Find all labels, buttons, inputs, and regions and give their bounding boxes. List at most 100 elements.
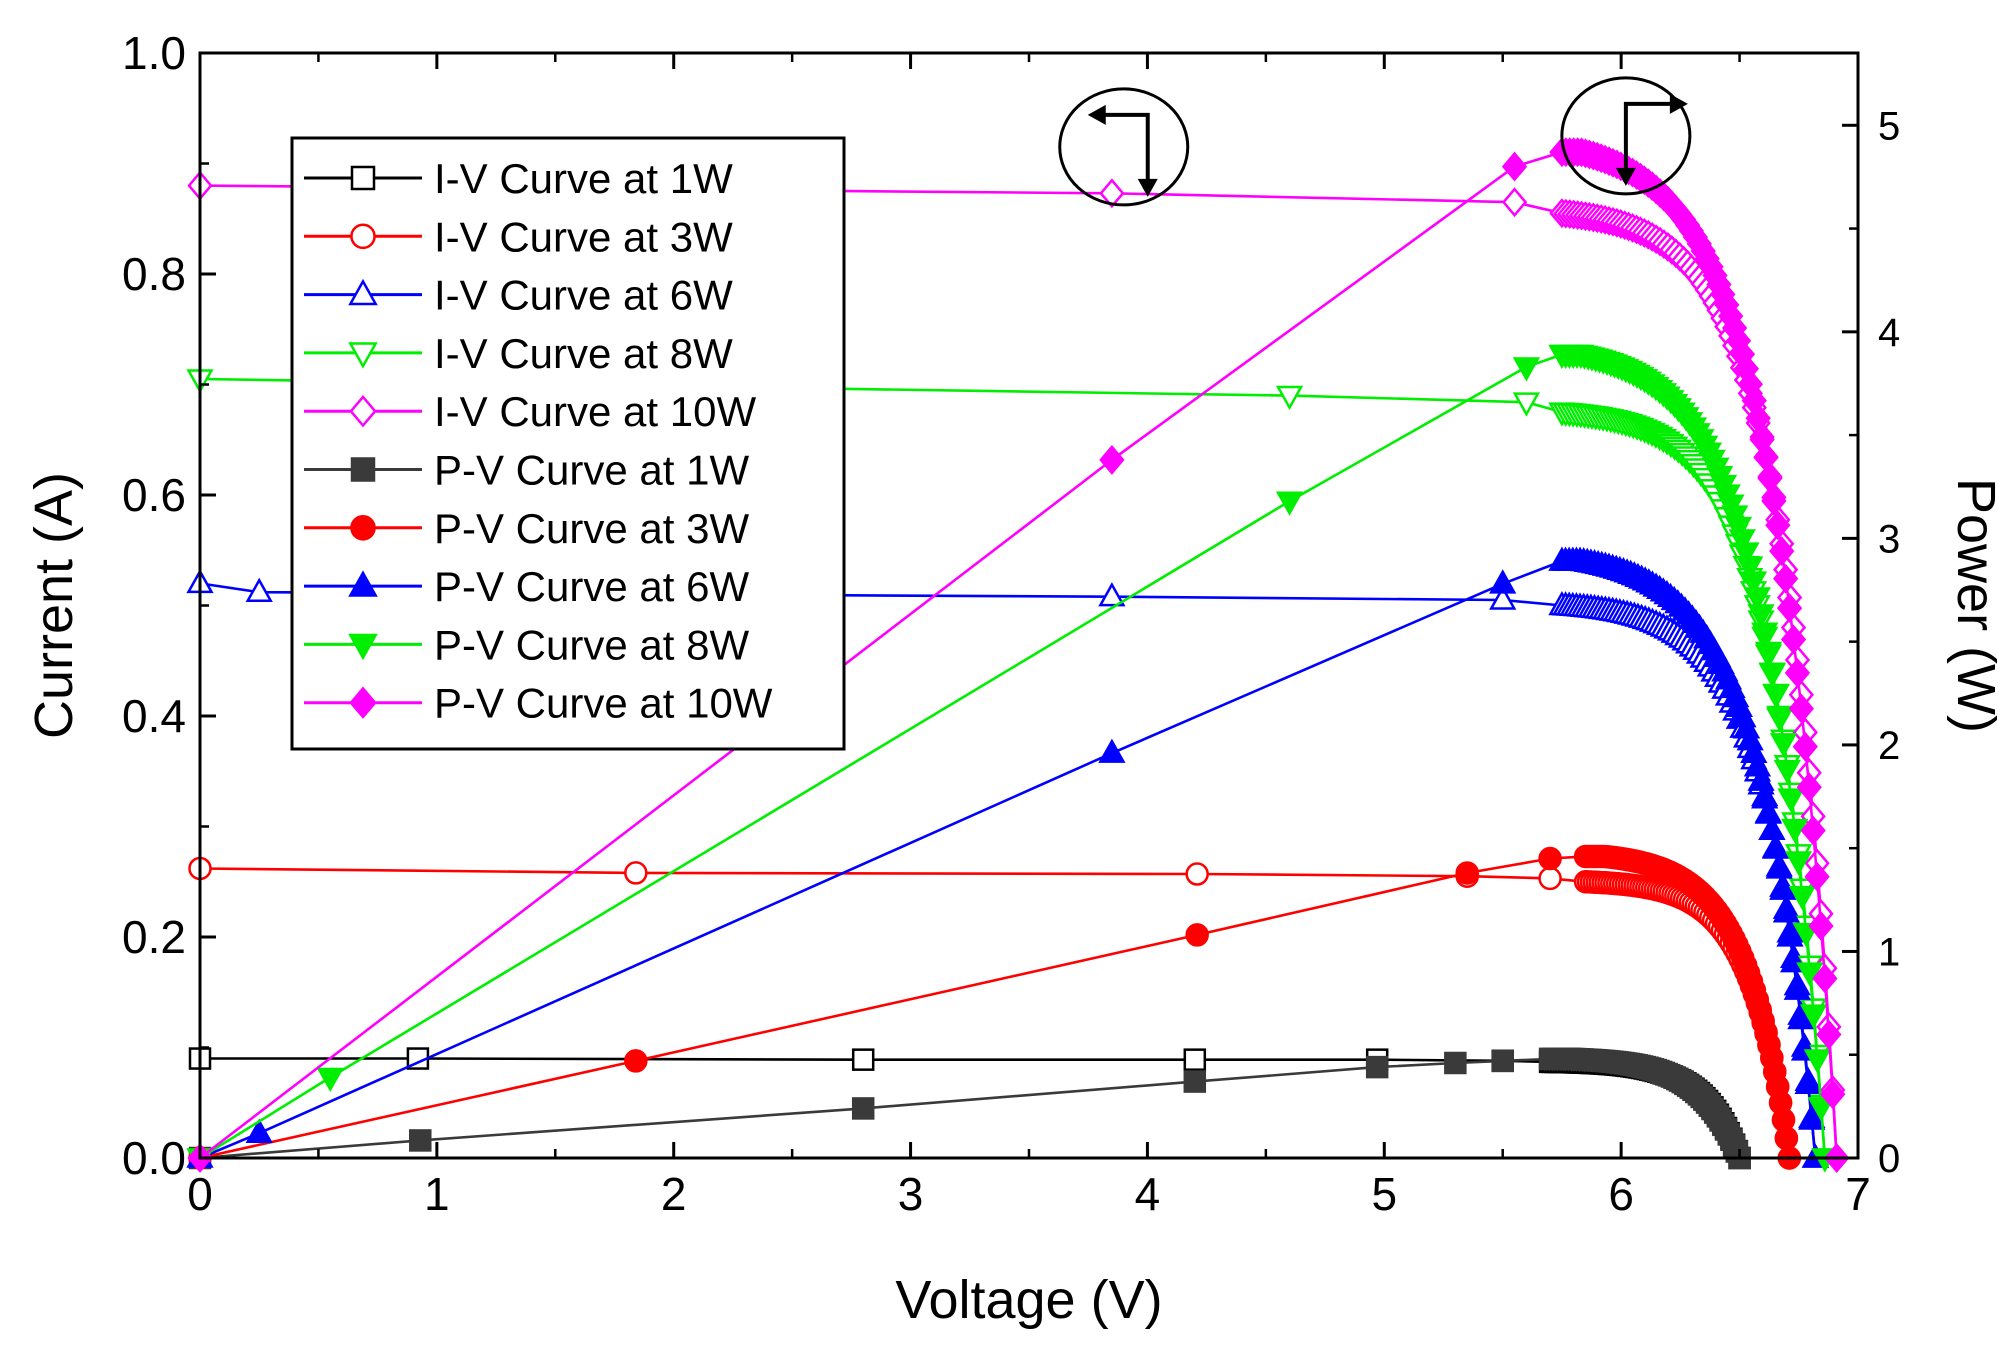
legend-entry: I-V Curve at 3W: [304, 213, 733, 260]
data-point-marker: [1489, 569, 1517, 594]
legend-swatch-marker: [348, 633, 378, 661]
data-point-marker: [1747, 604, 1775, 629]
legend-entry: I-V Curve at 6W: [304, 272, 733, 319]
data-point-marker: [1724, 516, 1753, 542]
data-point-marker: [1489, 585, 1517, 610]
data-point-marker: [1798, 1105, 1826, 1130]
legend-label: P-V Curve at 3W: [434, 505, 749, 552]
y-left-tick-label: 0.0: [122, 1132, 186, 1184]
y-left-tick-label: 0.2: [122, 911, 186, 963]
data-point-marker: [245, 577, 273, 602]
legend-label: I-V Curve at 6W: [434, 272, 733, 319]
data-point-marker: [1721, 505, 1749, 530]
callout-arrow-head: [1087, 104, 1106, 125]
legend-box: [290, 136, 846, 751]
callout-arrow-line: [1101, 112, 1150, 185]
data-point-marker: [1538, 866, 1562, 891]
x-tick-label: 2: [661, 1168, 687, 1220]
data-point-marker: [1807, 1097, 1835, 1122]
callout-arrow-head: [1669, 93, 1688, 114]
legend-label: I-V Curve at 3W: [434, 213, 733, 260]
legend-label: I-V Curve at 8W: [434, 330, 733, 377]
legend-label: I-V Curve at 10W: [434, 388, 756, 435]
y-right-axis-label: Power (W): [1946, 478, 1998, 733]
data-point-marker: [1769, 875, 1797, 900]
series-line: [199, 855, 1791, 1160]
data-point-marker: [1796, 772, 1822, 803]
data-point-marker: [1754, 798, 1782, 823]
axes-layer: 0 1 2 3 4 5 6 7 0.0 0.2 0.4 0.6 0.8 1.0 0 1 2 3 4 5 Voltage …: [24, 27, 1998, 1330]
legend-swatch-marker: [348, 342, 378, 369]
x-tick-label: 5: [1371, 1168, 1397, 1220]
data-point-marker: [1275, 385, 1304, 411]
callout-arrow-line: [1623, 101, 1674, 174]
data-point-marker: [851, 1048, 875, 1071]
data-point-marker: [1185, 923, 1209, 947]
legend-swatch-marker: [350, 165, 376, 191]
data-point-marker: [1512, 357, 1541, 382]
data-point-marker: [1501, 151, 1528, 182]
data-point-marker: [1769, 536, 1795, 567]
data-point-marker: [1816, 1019, 1842, 1050]
data-point-marker: [1754, 641, 1783, 667]
data-point-marker: [1804, 861, 1830, 892]
data-point-marker: [1099, 178, 1125, 209]
legend: I-V Curve at 1W I-V Curve at 3W I-V Curve …: [290, 136, 846, 751]
data-point-marker: [1773, 563, 1799, 594]
callout-circle: [1560, 76, 1692, 196]
data-point-marker: [1784, 851, 1813, 876]
legend-swatch-marker: [350, 223, 376, 250]
data-point-marker: [1185, 862, 1209, 886]
data-point-marker: [1796, 962, 1824, 987]
legend-entry: P-V Curve at 6W: [304, 563, 749, 610]
data-point-marker: [1812, 963, 1838, 994]
y-right-tick-label: 3: [1878, 517, 1900, 561]
series-layer: [186, 137, 1850, 1173]
legend-swatch-marker: [350, 457, 376, 482]
data-point-marker: [1780, 624, 1807, 655]
y-left-axis-label: Current (A): [24, 472, 84, 739]
power-axis-callout: [1560, 76, 1692, 196]
legend-label: P-V Curve at 8W: [434, 621, 749, 668]
y-right-tick-label: 2: [1878, 724, 1900, 768]
data-point-marker: [245, 1118, 273, 1143]
y-left-tick-label: 0.4: [122, 690, 186, 742]
data-point-marker: [1098, 738, 1126, 763]
legend-swatch-marker: [349, 394, 377, 428]
legend-entry: P-V Curve at 10W: [304, 680, 773, 727]
callout-arrow-head: [1615, 167, 1636, 186]
data-point-marker: [1743, 587, 1771, 612]
legend-entry: I-V Curve at 1W: [304, 155, 733, 202]
data-point-marker: [1788, 885, 1816, 911]
series-p-v-curve-at-3w: [188, 844, 1802, 1170]
data-point-marker: [1751, 622, 1779, 647]
data-point-marker: [1183, 1070, 1207, 1093]
data-point-marker: [851, 1097, 875, 1120]
data-point-marker: [1808, 911, 1834, 941]
legend-entry: P-V Curve at 3W: [304, 505, 749, 552]
data-point-marker: [1799, 1004, 1828, 1029]
legend-entry: I-V Curve at 8W: [304, 330, 733, 377]
series-p-v-curve-at-8w: [186, 344, 1839, 1173]
data-point-marker: [1761, 834, 1790, 859]
series-p-v-curve-at-6w: [186, 546, 1830, 1168]
x-tick-label: 7: [1845, 1168, 1871, 1220]
data-point-marker: [1736, 556, 1764, 581]
x-tick-label: 1: [424, 1168, 450, 1220]
x-axis-label: Voltage (V): [895, 1270, 1162, 1330]
y-right-tick-label: 4: [1878, 311, 1900, 355]
callout-arrow-head: [1137, 178, 1158, 197]
series-p-v-curve-at-1w: [188, 1047, 1751, 1170]
data-point-marker: [1769, 733, 1798, 758]
annotation-layer: [1058, 76, 1692, 207]
legend-swatch-marker: [349, 686, 377, 719]
y-left-tick-label: 0.6: [122, 469, 186, 521]
legend-swatch-marker: [348, 278, 378, 306]
data-point-marker: [1761, 486, 1787, 516]
data-point-marker: [1501, 187, 1528, 218]
data-point-marker: [1365, 1055, 1389, 1079]
data-point-marker: [1787, 1004, 1815, 1030]
callout-circle: [1058, 87, 1190, 207]
y-left-tick-label: 0.8: [122, 248, 186, 300]
series-p-v-curve-at-10w: [187, 137, 1850, 1173]
